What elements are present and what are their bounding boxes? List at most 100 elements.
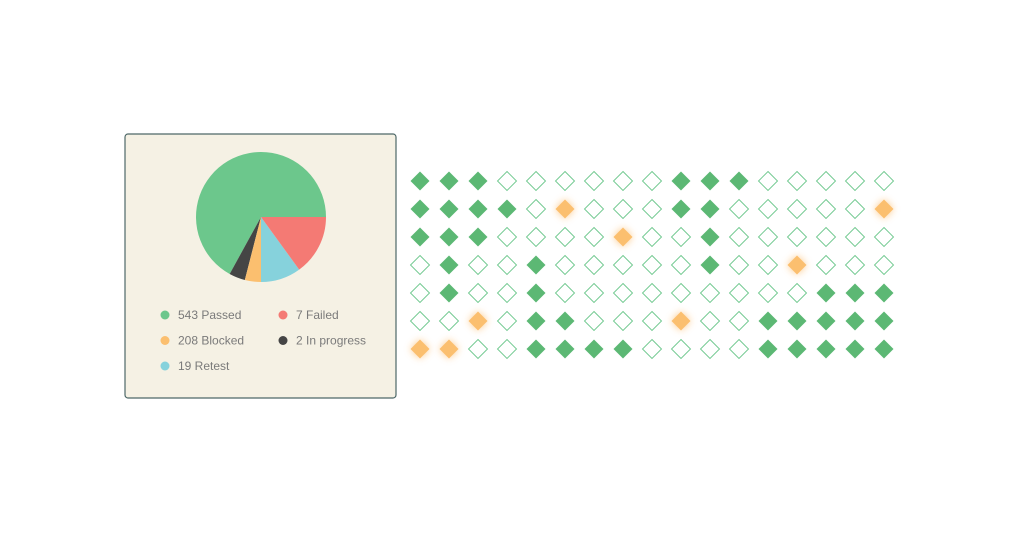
legend-swatch [160,310,170,320]
pie-slice [261,217,326,270]
diamond-filled [816,339,836,359]
diamond-empty [583,254,605,276]
diamond-empty [815,226,837,248]
diamond-empty [409,310,431,332]
diamond-empty [815,170,837,192]
diamond-filled [816,283,836,303]
diamond-filled [874,311,894,331]
diamond-filled [845,283,865,303]
diamond-empty [844,226,866,248]
diamond-filled [874,339,894,359]
diamond-empty [786,170,808,192]
legend-label: 543 Passed [178,308,241,322]
diamond-filled [845,311,865,331]
diamond-empty [844,170,866,192]
diamond-empty [844,254,866,276]
diamond-empty [873,226,895,248]
diamond-filled [671,199,691,219]
diamond-empty [612,198,634,220]
diamond-filled [700,171,720,191]
legend-label: 2 In progress [296,334,366,348]
diamond-empty [728,226,750,248]
diamond-empty [641,282,663,304]
legend-swatch [278,336,288,345]
diamond-filled [845,339,865,359]
diamond-filled [439,283,459,303]
diamond-empty [728,310,750,332]
diamond-empty [612,254,634,276]
diamond-empty [670,338,692,360]
diamond-empty [467,338,489,360]
legend-swatch [160,336,170,345]
diamond-empty [409,282,431,304]
diamond-empty [496,226,518,248]
diamond-empty [583,310,605,332]
diamond-empty [554,282,576,304]
diamond-filled [410,199,430,219]
diamond-empty [728,198,750,220]
diamond-empty [815,198,837,220]
diamond-empty [699,338,721,360]
diamond-filled [526,283,546,303]
diamond-empty [728,338,750,360]
diamond-filled [584,339,604,359]
diamond-warning [439,339,459,359]
diamond-empty [757,254,779,276]
diamond-filled [439,199,459,219]
diamond-filled [468,171,488,191]
pie-slice [196,151,326,274]
diamond-empty [873,254,895,276]
diamond-empty [583,226,605,248]
diamond-filled [410,171,430,191]
diamond-filled [555,339,575,359]
diamond-warning [410,339,430,359]
diamond-empty [786,226,808,248]
diamond-filled [700,255,720,275]
diamond-empty [496,338,518,360]
diamond-empty [728,282,750,304]
diamond-empty [786,282,808,304]
diamond-empty [641,254,663,276]
diamond-warning [787,255,807,275]
diamond-filled [468,199,488,219]
legend-label: 19 Retest [178,359,230,373]
diamond-empty [641,170,663,192]
diamond-empty [409,254,431,276]
diamond-empty [844,198,866,220]
diamond-filled [439,227,459,247]
diamond-warning [555,199,575,219]
diamond-empty [554,226,576,248]
diamond-empty [786,198,808,220]
diamond-filled [410,227,430,247]
legend: 543 Passed 7 Failed 208 Blocked 2 In progre… [160,308,366,373]
pie-slice [261,217,300,282]
diamond-filled [526,339,546,359]
legend-swatch [160,361,170,371]
diamond-empty [525,198,547,220]
legend-label: 7 Failed [296,308,339,322]
diamond-empty [583,198,605,220]
diamond-empty [496,282,518,304]
diamond-filled [613,339,633,359]
diamond-empty [496,170,518,192]
diamond-empty [583,170,605,192]
legend-swatch [278,310,288,320]
diamond-empty [612,282,634,304]
diamond-empty [554,254,576,276]
diamond-warning [874,199,894,219]
diamond-filled [468,227,488,247]
diamond-empty [641,310,663,332]
diamond-filled [439,255,459,275]
diamond-warning [468,311,488,331]
pie [196,151,326,282]
diamond-empty [670,226,692,248]
pie-slice [244,217,261,282]
diamond-empty [670,254,692,276]
diamond-empty [699,310,721,332]
diamond-empty [554,170,576,192]
diamond-empty [641,338,663,360]
legend-label: 208 Blocked [178,334,244,348]
diamond-empty [815,254,837,276]
